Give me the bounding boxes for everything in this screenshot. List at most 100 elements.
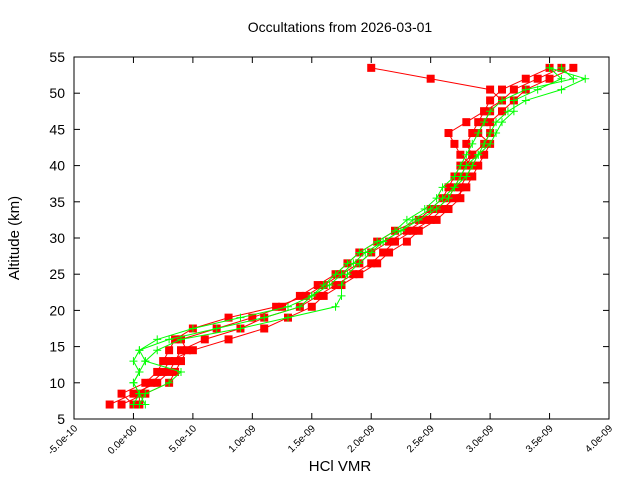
data-point [462, 172, 471, 181]
data-point [355, 270, 364, 279]
data-point [331, 302, 340, 311]
x-tick-label: 1.5e-09 [286, 423, 318, 455]
series-4 [129, 63, 578, 409]
series-1 [105, 63, 566, 409]
data-point [521, 85, 530, 94]
data-point [153, 378, 162, 387]
data-point [569, 74, 578, 83]
data-point [171, 367, 180, 376]
data-point [456, 183, 465, 192]
data-point [135, 389, 144, 398]
data-point [117, 400, 126, 409]
data-point [331, 281, 340, 290]
data-point [557, 74, 566, 83]
data-point [521, 74, 530, 83]
data-point [402, 237, 411, 246]
data-point [486, 85, 495, 94]
data-point [498, 118, 506, 127]
series-5 [135, 63, 590, 409]
y-tick-label: 55 [49, 49, 65, 65]
data-point [212, 324, 221, 333]
data-point [402, 226, 411, 235]
data-point [396, 226, 405, 235]
data-point [224, 335, 233, 344]
data-point [486, 118, 495, 127]
data-point [153, 335, 162, 344]
data-point [462, 118, 471, 127]
x-tick-label: 5.0e-10 [167, 423, 199, 455]
x-tick-label: 1.0e-09 [227, 423, 259, 455]
data-point [557, 63, 566, 72]
data-point [444, 205, 453, 214]
data-point [480, 118, 489, 127]
data-point [182, 346, 191, 355]
data-point [284, 313, 292, 322]
data-point [325, 281, 334, 290]
data-point [236, 313, 245, 322]
x-tick-label: 3.5e-09 [524, 423, 556, 455]
data-point [165, 367, 174, 376]
data-point [165, 378, 174, 387]
series-3 [117, 63, 578, 409]
x-tick-label: 0.0e+00 [106, 423, 140, 457]
data-point [408, 226, 417, 235]
x-tick-label: -5.0e-10 [46, 423, 80, 457]
y-tick-label: 20 [49, 302, 65, 318]
data-point [355, 259, 364, 268]
data-point [468, 150, 477, 159]
data-point [450, 183, 459, 192]
data-point [171, 357, 180, 366]
data-point [129, 378, 138, 387]
data-point [337, 281, 346, 290]
y-tick-label: 15 [49, 339, 65, 355]
data-point [367, 259, 376, 268]
series-6 [129, 63, 566, 409]
data-point [426, 215, 435, 224]
data-point [313, 281, 322, 290]
data-point [177, 335, 185, 344]
data-point [462, 150, 471, 159]
data-point [272, 302, 281, 311]
y-tick-label: 25 [49, 266, 65, 282]
data-point [498, 85, 506, 94]
x-axis-label: HCl VMR [309, 458, 372, 475]
data-point [438, 183, 447, 192]
data-point [379, 237, 388, 246]
data-point [521, 96, 530, 105]
data-point [188, 324, 197, 333]
data-point [295, 291, 304, 300]
y-axis-label: Altitude (km) [6, 196, 23, 280]
data-point [129, 389, 138, 398]
data-point [159, 367, 168, 376]
y-tick-label: 35 [49, 194, 65, 210]
series-2 [135, 63, 506, 409]
data-point [444, 183, 453, 192]
data-point [391, 237, 399, 246]
y-tick-label: 50 [49, 85, 65, 101]
data-point [337, 291, 346, 300]
data-point [379, 248, 388, 257]
data-point [200, 335, 209, 344]
data-point [177, 367, 185, 376]
data-point [474, 161, 483, 170]
data-point [414, 215, 423, 224]
data-point [432, 215, 441, 224]
data-point [569, 63, 578, 72]
data-point [486, 139, 495, 148]
data-point [456, 150, 465, 159]
data-point [444, 129, 453, 138]
data-point [420, 215, 429, 224]
data-point [141, 357, 150, 366]
data-point [307, 291, 316, 300]
data-point [533, 74, 542, 83]
data-point [117, 389, 126, 398]
data-point [343, 270, 352, 279]
data-point [509, 96, 518, 105]
data-point [486, 96, 495, 105]
data-point [385, 237, 394, 246]
x-tick-label: 3.0e-09 [464, 423, 496, 455]
data-point [480, 107, 489, 116]
data-point [349, 270, 358, 279]
series-line [138, 67, 587, 405]
